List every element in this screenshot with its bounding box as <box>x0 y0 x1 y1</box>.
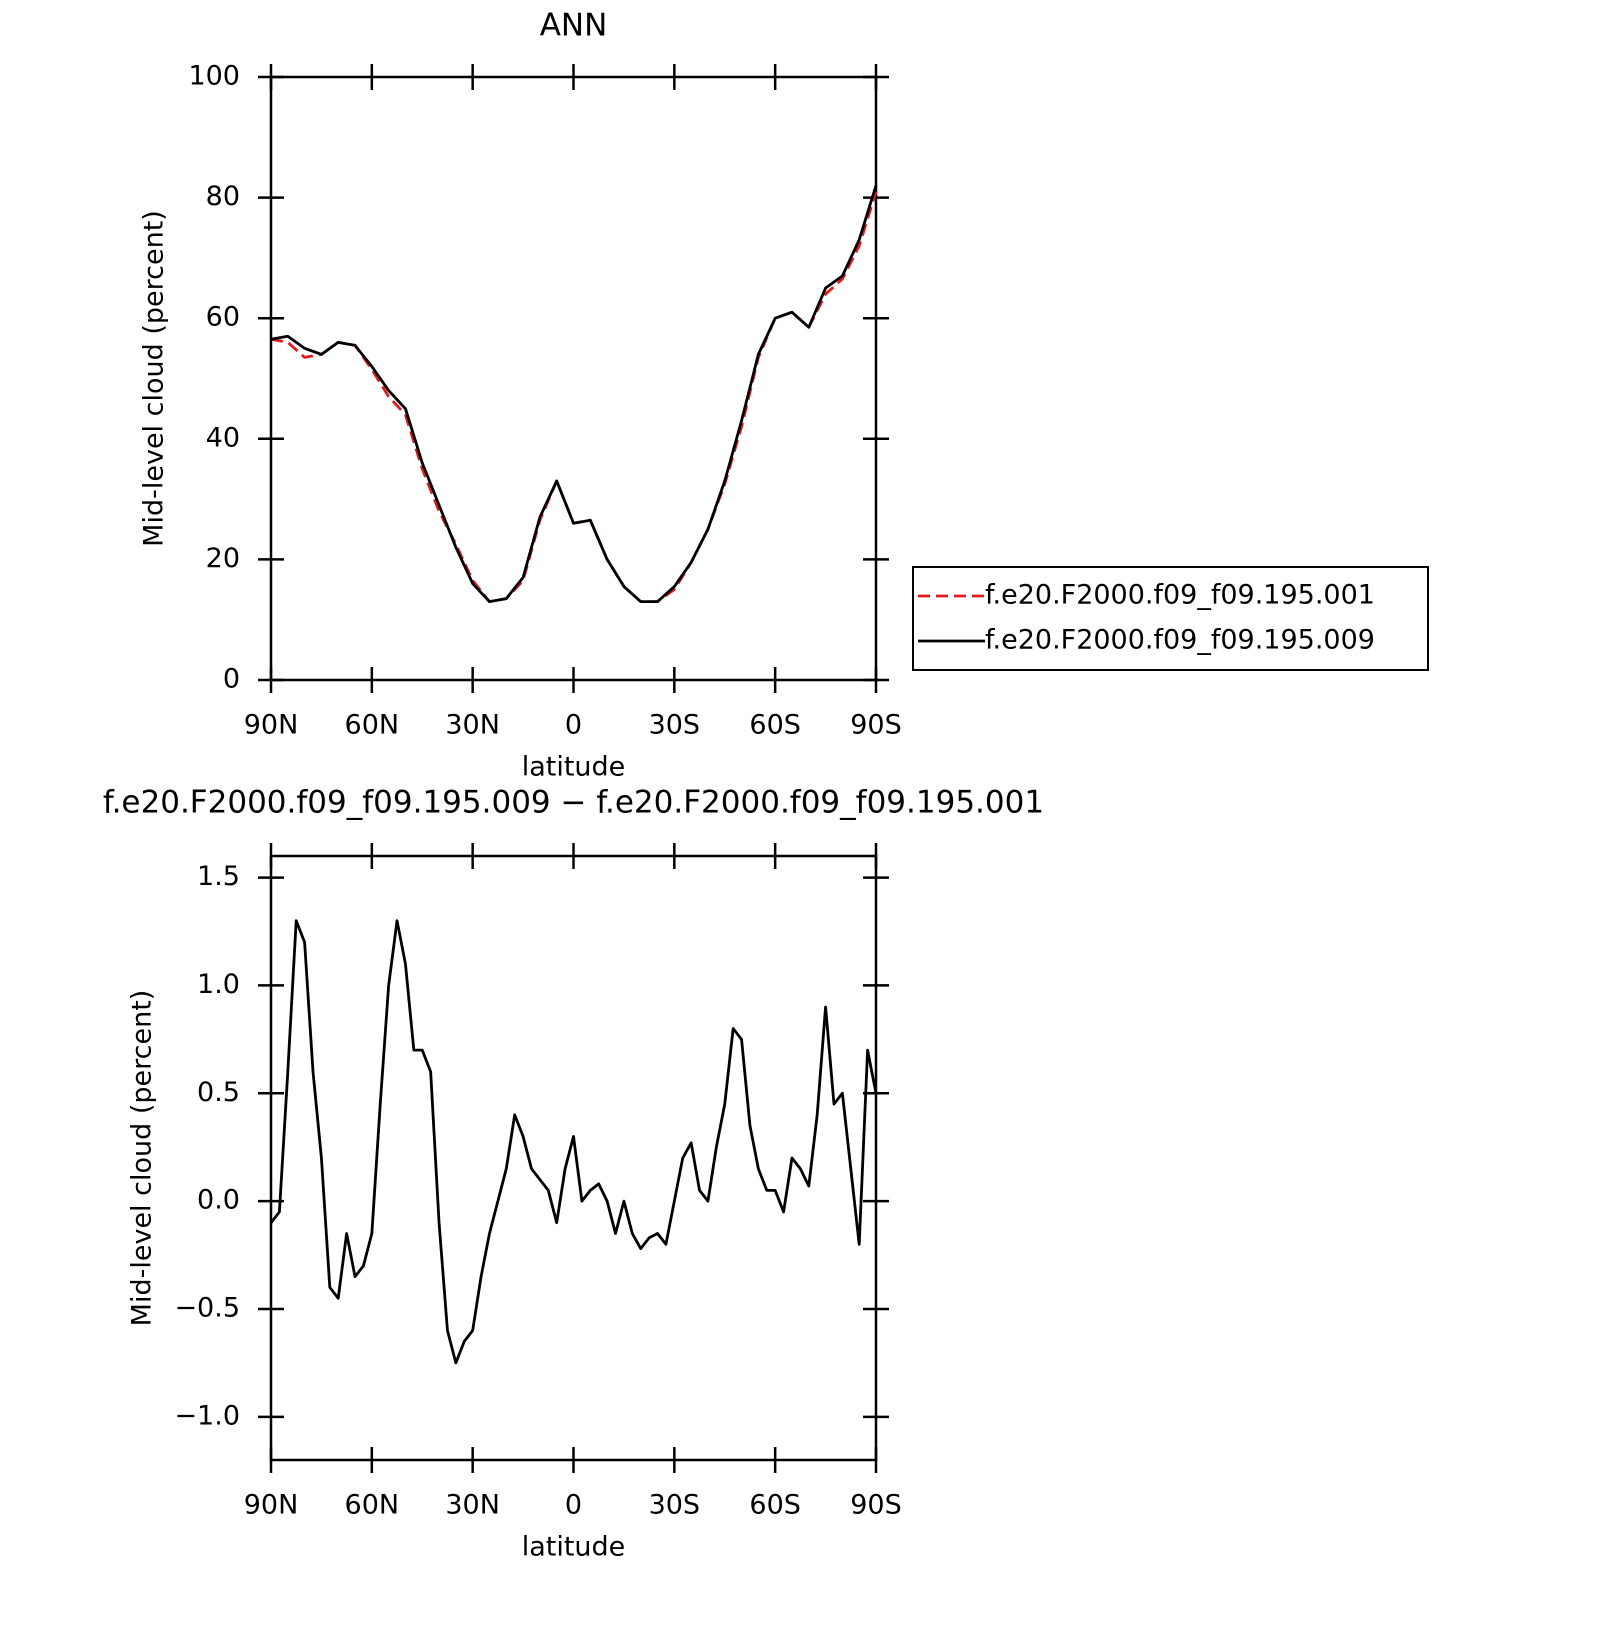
x-tick-label: 0 <box>565 710 582 741</box>
x-tick-label: 90S <box>850 1490 902 1521</box>
y-axis-label: Mid-level cloud (percent) <box>127 990 158 1327</box>
y-tick-label: 20 <box>206 543 240 574</box>
x-tick-label: 90N <box>244 710 299 741</box>
y-tick-label: 0 <box>223 664 240 695</box>
series-line <box>270 191 878 604</box>
x-tick-label: 60N <box>345 710 400 741</box>
y-tick-label: 0.0 <box>197 1185 240 1216</box>
y-tick-label: 80 <box>206 181 240 212</box>
y-tick-label: −1.0 <box>174 1400 240 1431</box>
x-axis-label: latitude <box>522 1532 626 1563</box>
y-tick-label: 1.5 <box>197 861 240 892</box>
y-tick-label: 0.5 <box>197 1077 240 1108</box>
x-tick-label: 30S <box>649 710 701 741</box>
legend-label: f.e20.F2000.f09_f09.195.001 <box>985 580 1375 611</box>
legend-label: f.e20.F2000.f09_f09.195.009 <box>985 625 1375 656</box>
y-tick-label: 60 <box>206 302 240 333</box>
y-tick-label: 100 <box>188 61 240 92</box>
x-tick-label: 30N <box>445 1490 500 1521</box>
x-axis-label: latitude <box>522 752 626 783</box>
x-tick-label: 30N <box>445 710 500 741</box>
x-tick-label: 60S <box>749 710 801 741</box>
plot-frame <box>269 75 878 682</box>
y-tick-label: 1.0 <box>197 969 240 1000</box>
y-tick-label: −0.5 <box>174 1293 240 1324</box>
x-tick-label: 90N <box>244 1490 299 1521</box>
x-tick-label: 0 <box>565 1490 582 1521</box>
legend-box <box>912 566 1429 671</box>
chart-title: ANN <box>540 8 608 44</box>
chart-title: f.e20.F2000.f09_f09.195.009 − f.e20.F200… <box>103 785 1044 821</box>
y-axis-label: Mid-level cloud (percent) <box>139 210 170 547</box>
x-tick-label: 60S <box>749 1490 801 1521</box>
x-tick-label: 60N <box>345 1490 400 1521</box>
series-line <box>269 919 878 1365</box>
x-tick-label: 30S <box>649 1490 701 1521</box>
y-tick-label: 40 <box>206 422 240 453</box>
x-tick-label: 90S <box>850 710 902 741</box>
plot-frame <box>269 854 878 1462</box>
series-line <box>270 185 878 604</box>
